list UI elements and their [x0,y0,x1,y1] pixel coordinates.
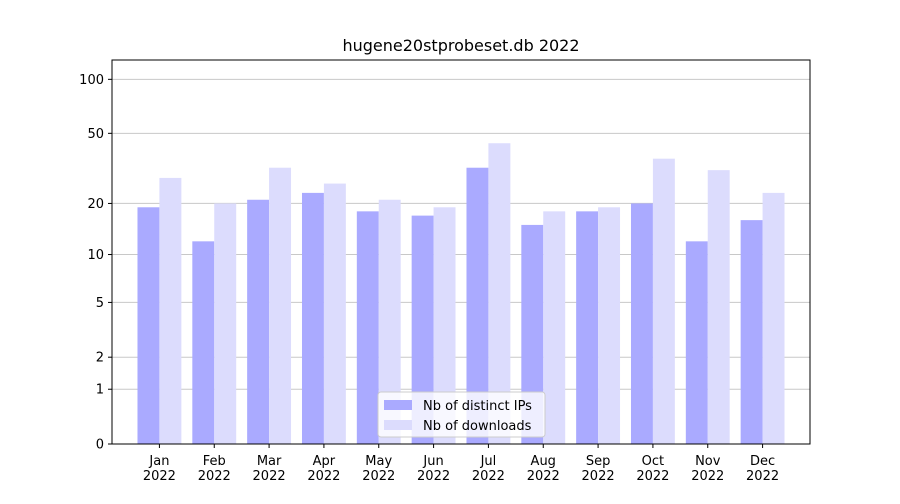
x-tick-label-line: 2022 [746,469,779,484]
legend-label: Nb of downloads [423,419,532,434]
x-tick-label: Oct 2022 [636,454,669,484]
bar [137,207,160,444]
bar [269,167,292,444]
x-tick-label-line: Jan [148,454,169,469]
x-tick-label-line: Aug [531,454,556,469]
x-tick-label: May 2022 [362,454,395,484]
x-tick-label: Mar 2022 [253,454,286,484]
x-tick-label-line: 2022 [198,469,231,484]
x-tick-label-line: 2022 [636,469,669,484]
legend-swatch [384,420,412,430]
y-tick-label: 0 [96,438,104,453]
legend-label: Nb of distinct IPs [423,399,532,414]
plot-frame [111,59,811,445]
x-tick-label: Aug 2022 [527,454,560,484]
x-tick-label-line: Nov [695,454,721,469]
bar [159,177,182,444]
x-tick-label-line: 2022 [362,469,395,484]
y-tick-label: 20 [87,197,104,212]
bar [598,207,621,444]
bar [466,167,489,444]
bar [488,143,511,444]
bar [740,220,763,444]
x-tick-label-line: Jul [480,454,497,469]
bar [433,207,456,444]
bar [192,241,215,444]
y-tick-label: 100 [79,73,104,88]
chart-title: hugene20stprobeset.db 2022 [342,36,579,55]
x-tick-label-line: Sep [586,454,611,469]
bar [543,211,566,444]
x-tick-label-line: 2022 [582,469,615,484]
x-tick-label-line: Apr [313,454,336,469]
y-tick-label: 5 [96,296,104,311]
x-tick-label: Nov 2022 [691,454,724,484]
y-tick-label: 2 [96,351,104,366]
x-tick-label-line: 2022 [691,469,724,484]
bar [301,192,324,444]
bar [762,192,785,444]
bar [356,211,379,444]
y-tick-label: 10 [87,248,104,263]
bar [378,199,401,444]
x-tick-label: Dec 2022 [746,454,779,484]
x-tick-label-line: 2022 [307,469,340,484]
x-tick-label-line: Jun [422,454,443,469]
bar [214,203,237,444]
bar [707,170,730,444]
bar [323,183,346,445]
bar [247,199,270,444]
x-tick-label-line: Dec [750,454,775,469]
x-tick-label-line: Feb [203,454,226,469]
x-tick-label: Jan 2022 [143,454,176,484]
x-tick-label-line: 2022 [253,469,286,484]
x-tick-label: Apr 2022 [307,454,340,484]
bar [685,241,708,444]
x-tick-label: Jul 2022 [472,454,505,484]
legend-box [377,391,546,438]
bar [521,224,544,444]
bar [630,203,653,444]
bar [411,215,434,444]
x-tick-label-line: Mar [257,454,282,469]
x-tick-label-line: 2022 [417,469,450,484]
bar [576,211,599,444]
x-tick-label-line: 2022 [143,469,176,484]
x-tick-label-line: 2022 [527,469,560,484]
x-tick-label: Jun 2022 [417,454,450,484]
x-tick-label-line: 2022 [472,469,505,484]
y-tick-label: 50 [87,127,104,142]
x-tick-label: Sep 2022 [582,454,615,484]
x-tick-label-line: May [365,454,392,469]
x-tick-label: Feb 2022 [198,454,231,484]
bar [652,158,675,445]
legend-swatch [384,400,412,410]
x-tick-label-line: Oct [642,454,664,469]
y-tick-label: 1 [96,383,104,398]
